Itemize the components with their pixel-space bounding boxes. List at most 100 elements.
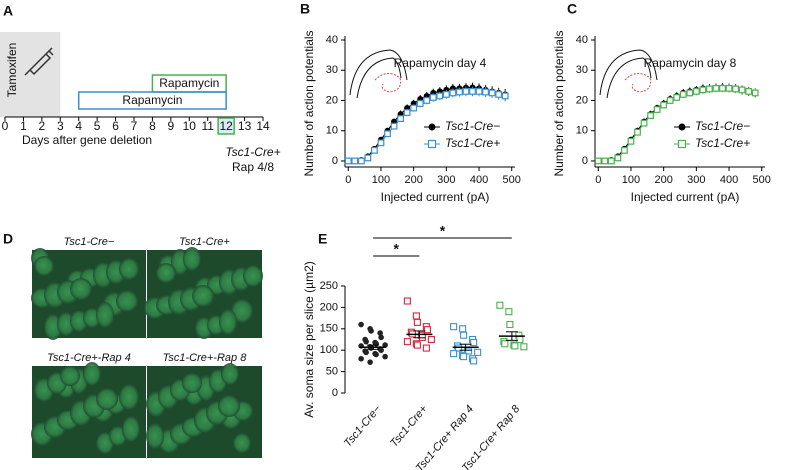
data-point: [712, 84, 720, 92]
tamoxifen-box: [0, 32, 61, 117]
note-line: Rap 4/8: [232, 160, 274, 174]
highlight-box: [217, 117, 235, 135]
timeline-tick-label: 7: [131, 119, 138, 133]
data-point: [482, 88, 489, 96]
timeline-tick-label: 8: [149, 119, 156, 133]
data-point: [666, 97, 674, 104]
x-tick-label: 0: [345, 174, 351, 186]
data-point: [474, 348, 482, 356]
data-point: [429, 94, 437, 101]
brain-inset: [349, 49, 408, 99]
data-point: [470, 338, 478, 347]
data-point: [363, 338, 369, 345]
data-point: [403, 109, 411, 116]
data-point: [371, 146, 378, 154]
data-point: [449, 89, 457, 97]
x-tick-label: 200: [404, 174, 422, 186]
x-tick-label: 500: [503, 174, 521, 186]
cell-body: [60, 366, 80, 386]
data-point: [506, 320, 514, 329]
data-point: [363, 349, 369, 356]
note-line: Tsc1-Cre+: [225, 145, 280, 159]
data-point: [358, 321, 364, 328]
timeline-tick-label: 9: [168, 119, 175, 133]
legend-marker: [428, 123, 436, 131]
data-point: [460, 353, 468, 361]
data-point: [397, 115, 404, 123]
data-point: [456, 88, 463, 96]
data-point: [368, 328, 374, 334]
cell-body: [218, 395, 240, 417]
data-point: [390, 122, 398, 130]
data-point: [719, 84, 726, 92]
data-point: [505, 308, 513, 316]
data-point: [351, 157, 359, 165]
chart-title: Rapamycin day 8: [644, 56, 737, 70]
cell-body: [156, 263, 176, 283]
x-tick-label: 200: [654, 174, 672, 186]
cell-body: [221, 363, 239, 385]
data-point: [511, 342, 519, 350]
data-point: [413, 318, 421, 326]
data-point: [516, 335, 524, 344]
data-point: [423, 97, 431, 104]
x-tick-label: 400: [720, 174, 738, 186]
rapamycin-bar: [77, 91, 227, 110]
y-tick-label: 40: [326, 34, 338, 46]
timeline-tick-label: 2: [39, 119, 46, 133]
data-point: [410, 104, 418, 112]
cell-body: [119, 384, 139, 410]
data-point: [413, 341, 421, 349]
cell-body: [231, 299, 253, 323]
cell-body: [122, 416, 140, 442]
cell-body: [146, 423, 164, 449]
data-point: [373, 340, 379, 347]
x-tick-label: 100: [372, 174, 390, 186]
timeline-tick-label: 1: [20, 119, 27, 133]
data-point: [621, 146, 628, 154]
x-tick-label: 300: [437, 174, 455, 186]
cell-body: [116, 290, 138, 312]
x-tick-label: 100: [622, 174, 640, 186]
timeline-tick-label: 13: [238, 119, 252, 133]
panel-label: D: [3, 231, 13, 247]
data-point: [384, 130, 391, 138]
timeline-tick-label: 12: [219, 119, 233, 133]
data-point: [614, 154, 622, 162]
data-point: [601, 157, 609, 165]
x-tick-label: 300: [687, 174, 705, 186]
legend-marker: [678, 123, 686, 131]
chart-title: Rapamycin day 4: [394, 56, 487, 70]
data-point: [738, 86, 746, 94]
data-point: [501, 340, 509, 348]
timeline-tick-label: 5: [94, 119, 101, 133]
significance-label: *: [440, 223, 446, 239]
data-point: [403, 338, 411, 346]
data-point: [459, 325, 467, 333]
x-tick-label: 500: [753, 174, 771, 186]
panel-label: B: [300, 1, 310, 17]
data-point: [442, 91, 450, 98]
data-point: [378, 334, 384, 341]
legend-marker: [677, 139, 687, 149]
data-point: [436, 92, 444, 100]
rapamycin-label: Rapamycin: [122, 93, 182, 107]
data-point: [660, 101, 668, 109]
y-tick-label: 10: [576, 125, 588, 137]
syringe-icon: [24, 47, 54, 76]
panel-label: A: [3, 3, 13, 19]
data-point: [496, 301, 504, 309]
y-tick-label: 0: [332, 155, 338, 167]
data-point: [403, 297, 411, 305]
data-point: [344, 157, 352, 165]
cell-body: [83, 362, 101, 386]
cell-body: [219, 309, 237, 335]
timeline-tick-label: 10: [183, 119, 197, 133]
y-axis-title: Number of action potentials: [302, 30, 316, 176]
data-point: [427, 335, 435, 344]
cell-body: [182, 373, 202, 393]
legend-label: Tsc1-Cre−: [445, 119, 500, 133]
legend-marker: [427, 139, 437, 149]
data-point: [640, 119, 648, 127]
data-point: [634, 128, 641, 136]
